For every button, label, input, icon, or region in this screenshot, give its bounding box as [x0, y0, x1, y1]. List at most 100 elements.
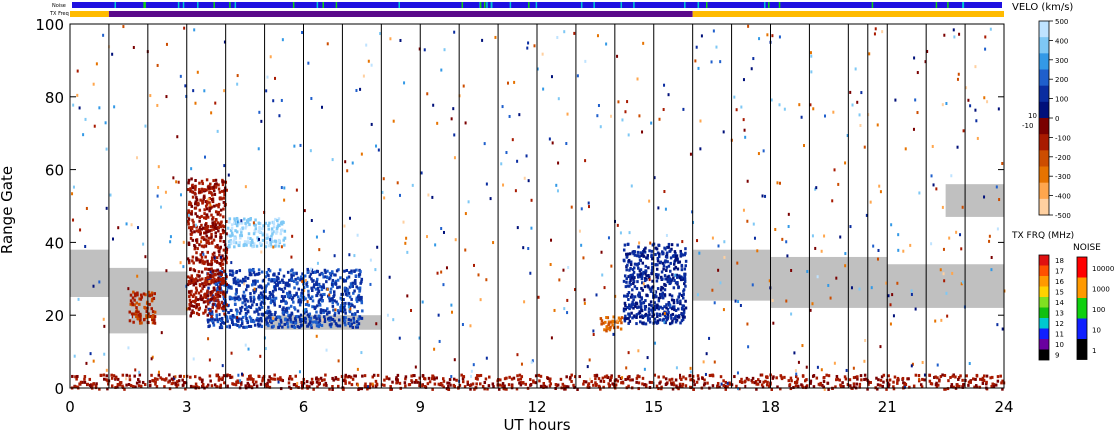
speckle-point [281, 38, 284, 42]
speckle-point [916, 71, 919, 75]
speckle-point [436, 271, 439, 275]
noise-sample [947, 2, 949, 8]
speckle-point [280, 245, 283, 249]
speckle-point [530, 198, 533, 202]
speckle-point [974, 65, 977, 69]
speckle-point [691, 210, 694, 214]
speckle-point [742, 208, 745, 212]
speckle-point [815, 186, 818, 190]
speckle-point [996, 227, 999, 231]
speckle-point [793, 351, 796, 355]
noise-colorbar-swatch [1077, 339, 1087, 360]
velocity-center-label-neg: -10 [1022, 122, 1033, 130]
speckle-point [93, 124, 96, 128]
speckle-point [556, 189, 559, 193]
noise-sample [509, 2, 512, 8]
speckle-point [165, 95, 168, 99]
speckle-point [959, 233, 962, 237]
speckle-point [697, 66, 700, 70]
speckle-point [948, 236, 951, 240]
speckle-point [945, 291, 948, 295]
speckle-point [700, 34, 703, 38]
speckle-point [527, 179, 530, 183]
noise-colorbar-label: 10 [1092, 327, 1101, 335]
speckle-point [573, 31, 576, 35]
speckle-point [296, 381, 299, 385]
speckle-point [453, 358, 456, 362]
speckle-point [516, 226, 519, 230]
speckle-point [310, 219, 313, 223]
speckle-point [904, 147, 907, 151]
speckle-point [930, 242, 933, 246]
speckle-point [588, 358, 591, 362]
speckle-point [223, 89, 226, 93]
velocity-colorbar-swatch [1039, 69, 1049, 87]
speckle-point [137, 226, 140, 230]
speckle-point [236, 74, 239, 78]
speckle-point [359, 87, 362, 91]
speckle-point [464, 212, 467, 216]
txfreq-colorbar-title: TX FRQ (MHz) [1011, 231, 1074, 241]
speckle-point [367, 385, 370, 389]
speckle-point [770, 98, 773, 102]
speckle-point [445, 266, 448, 270]
speckle-point [805, 365, 808, 369]
speckle-point [785, 299, 788, 303]
speckle-point [740, 105, 743, 109]
speckle-point [548, 137, 551, 141]
speckle-point [566, 298, 569, 302]
speckle-point [370, 63, 373, 67]
speckle-point [990, 268, 993, 272]
speckle-point [711, 288, 714, 292]
speckle-point [278, 114, 281, 118]
noise-sample [535, 2, 538, 8]
speckle-point [630, 184, 633, 188]
speckle-point [586, 365, 589, 369]
speckle-point [156, 63, 159, 67]
speckle-point [953, 35, 956, 39]
noise-sample [528, 2, 530, 8]
speckle-point [876, 257, 879, 261]
noise-sample [143, 2, 145, 8]
speckle-point [174, 375, 177, 379]
speckle-point [549, 263, 552, 267]
speckle-point [809, 308, 812, 312]
plot-area: 0 20 40 60 80 100 0 3 6 9 12 15 18 21 24 [35, 16, 1013, 416]
velocity-colorbar-swatches [1038, 20, 1050, 216]
speckle-point [194, 223, 197, 227]
speckle-point [362, 74, 365, 78]
speckle-point [304, 278, 307, 282]
speckle-point [772, 321, 775, 325]
speckle-point [823, 234, 826, 238]
speckle-point [310, 267, 313, 271]
speckle-point [111, 237, 114, 241]
speckle-point [798, 103, 801, 107]
velocity-colorbar-tick-label: 500 [1055, 18, 1068, 26]
speckle-point [924, 60, 927, 64]
speckle-point [185, 94, 188, 98]
speckle-point [202, 252, 205, 256]
speckle-point [810, 70, 813, 74]
speckle-point [343, 224, 346, 228]
txfreq-colorbar: TX FRQ (MHz) 18 17 16 15 14 13 12 11 10 9 [1011, 231, 1074, 361]
noise-sample [871, 2, 874, 8]
speckle-point [961, 205, 964, 209]
speckle-point [527, 41, 530, 45]
speckle-point [653, 291, 656, 295]
noise-sample [335, 2, 338, 8]
speckle-point [376, 245, 379, 249]
speckle-point [105, 368, 108, 372]
speckle-point [785, 240, 788, 244]
txfreq-colorbar-swatch [1039, 286, 1049, 297]
noise-colorbar-swatch [1077, 257, 1087, 278]
noise-colorbar-swatches: 10000 1000 100 10 1 [1076, 256, 1114, 360]
noise-sample [490, 2, 493, 8]
speckle-point [800, 115, 803, 119]
speckle-point [761, 194, 764, 198]
txfreq-colorbar-label: 16 [1055, 278, 1064, 286]
speckle-point [269, 238, 272, 242]
speckle-point [820, 249, 823, 253]
speckle-point [946, 314, 949, 318]
speckle-point [892, 314, 895, 318]
speckle-point [667, 93, 670, 97]
